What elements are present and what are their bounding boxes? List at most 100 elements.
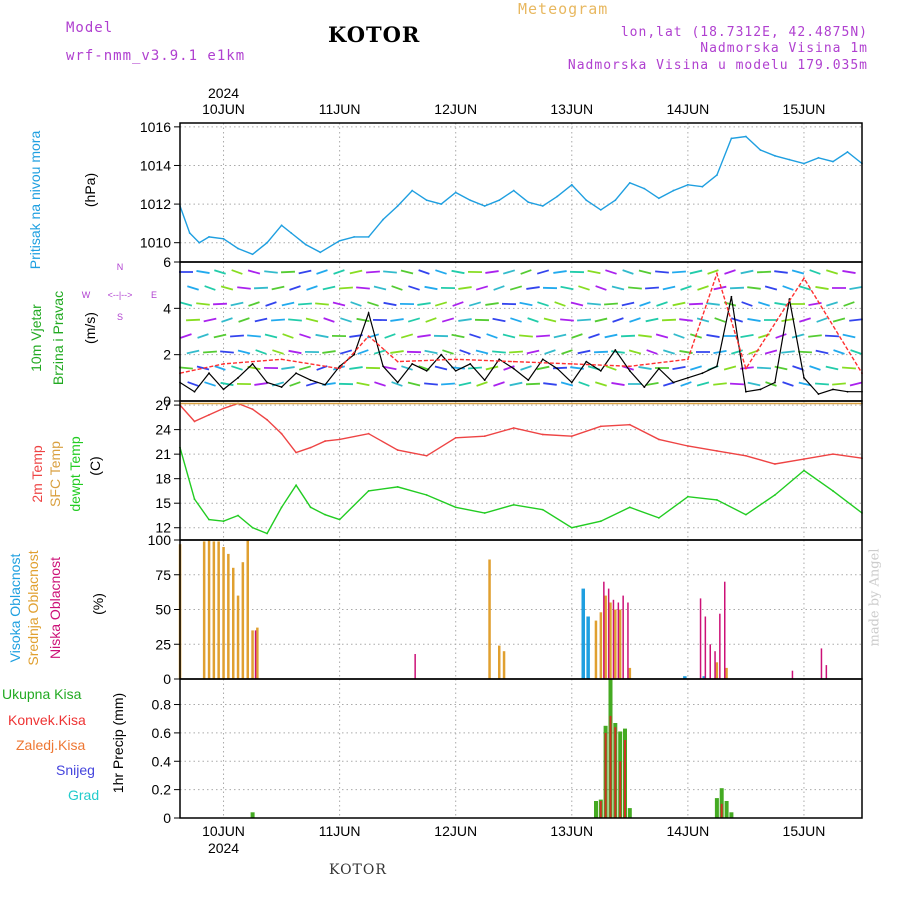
wind-arrow — [214, 269, 226, 275]
wind-arrow — [316, 269, 328, 275]
wind-arrow — [339, 349, 353, 355]
bar — [683, 676, 687, 679]
data-point — [788, 158, 791, 161]
data-point — [251, 408, 254, 411]
bar — [825, 665, 828, 679]
bottom-year-label: 2024 — [208, 840, 239, 856]
data-point — [367, 432, 370, 435]
wind-arrow — [253, 286, 269, 290]
wind-arrow — [305, 381, 319, 387]
wind-arrow — [799, 317, 811, 323]
bar — [251, 630, 254, 679]
data-point — [280, 506, 283, 509]
y-tick-label: 15 — [155, 495, 171, 511]
data-point — [324, 383, 327, 386]
wind-arrow — [299, 333, 311, 339]
data-point — [556, 367, 559, 370]
wind-arrow — [401, 365, 413, 371]
data-point — [266, 418, 268, 421]
wind-arrow — [418, 269, 430, 275]
data-point — [512, 360, 515, 363]
data-point — [715, 499, 718, 501]
data-point — [686, 183, 689, 186]
wind-arrow — [519, 301, 533, 307]
wind-arrow — [213, 333, 227, 339]
wind-arrow — [842, 270, 856, 274]
wind-arrow — [265, 301, 277, 307]
wind-arrow — [622, 269, 634, 275]
wind-arrow — [791, 269, 805, 275]
bar — [720, 803, 723, 818]
data-point — [628, 506, 631, 509]
wind-arrow — [731, 317, 743, 323]
bar — [236, 595, 240, 679]
data-point — [251, 363, 254, 365]
wind-arrow — [620, 334, 636, 338]
bar — [250, 812, 255, 818]
data-point — [237, 514, 239, 517]
wind-arrow — [815, 349, 829, 355]
wind-arrow — [367, 301, 379, 307]
wind-arrow — [571, 333, 583, 339]
wind-arrow — [832, 382, 846, 386]
wind-arrow — [527, 317, 539, 323]
bar — [488, 559, 491, 679]
data-point — [570, 363, 573, 365]
data-point — [353, 353, 356, 356]
wind-arrow — [536, 365, 550, 371]
data-point — [745, 454, 747, 457]
wind-arrow — [492, 350, 506, 354]
wind-arrow — [661, 318, 677, 322]
wind-arrow — [340, 317, 352, 323]
wind-arrow — [774, 270, 788, 274]
wind-arrow — [673, 333, 685, 339]
wind-arrow — [560, 381, 574, 387]
data-point — [614, 349, 617, 351]
wind-arrow — [526, 349, 540, 355]
bar — [699, 598, 702, 679]
top-date-label: 14JUN — [666, 101, 709, 117]
wind-arrow — [680, 381, 692, 387]
wind-arrow — [424, 349, 438, 355]
y-tick-label: 27 — [155, 397, 171, 413]
wind-arrow — [475, 285, 489, 291]
wind-arrow — [289, 285, 301, 291]
bar — [617, 602, 620, 679]
wind-arrow — [221, 317, 233, 323]
data-point — [498, 358, 501, 361]
wind-arrow — [391, 381, 403, 387]
data-point — [454, 369, 457, 372]
y-tick-label: 2 — [163, 347, 171, 363]
data-point — [425, 494, 428, 496]
wind-arrow — [724, 269, 736, 275]
wind-arrow — [485, 365, 499, 371]
wind-arrow — [553, 270, 567, 274]
y-tick-label: 0.6 — [152, 725, 172, 741]
wind-arrow — [655, 270, 669, 274]
data-point — [208, 414, 210, 416]
wind-arrow — [799, 285, 811, 291]
wind-arrow — [187, 285, 199, 291]
wind-arrow — [604, 333, 618, 339]
wind-arrow — [333, 269, 345, 275]
bar — [603, 581, 605, 679]
data-point — [208, 518, 210, 521]
wind-arrow — [264, 333, 278, 339]
wind-arrow — [408, 285, 420, 291]
wind-arrow — [442, 349, 454, 355]
wind-arrow — [458, 318, 472, 322]
wind-arrow — [315, 302, 329, 306]
wind-arrow — [543, 317, 557, 323]
bar — [614, 609, 617, 679]
wind-arrow — [696, 317, 710, 323]
data-point — [628, 365, 631, 368]
bar — [619, 761, 622, 818]
data-point — [541, 358, 544, 361]
data-point — [599, 369, 602, 372]
wind-arrow — [554, 301, 566, 307]
wind-arrow — [587, 302, 601, 306]
wind-arrow — [383, 365, 397, 371]
data-point — [193, 390, 196, 393]
wind-arrow — [451, 333, 465, 339]
y-tick-label: 0 — [163, 810, 171, 826]
